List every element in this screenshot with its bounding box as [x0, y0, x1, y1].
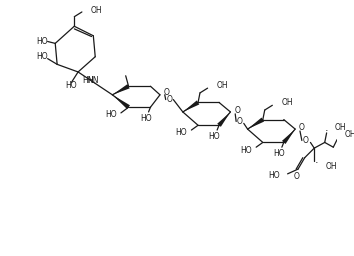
Text: HO: HO	[65, 81, 76, 90]
Text: HO: HO	[240, 146, 251, 155]
Text: HO: HO	[36, 37, 48, 46]
Text: OH: OH	[345, 130, 354, 139]
Text: O: O	[299, 123, 305, 132]
Text: HO: HO	[105, 110, 117, 119]
Text: HN: HN	[87, 76, 99, 85]
Polygon shape	[282, 129, 295, 144]
Polygon shape	[112, 84, 130, 95]
Polygon shape	[247, 118, 264, 129]
Text: ·: ·	[325, 126, 329, 136]
Text: OH: OH	[326, 162, 337, 171]
Polygon shape	[217, 112, 230, 127]
Text: O: O	[237, 117, 243, 126]
Text: O: O	[234, 105, 240, 114]
Text: OH: OH	[282, 98, 293, 107]
Text: O: O	[303, 136, 309, 145]
Text: O: O	[293, 172, 299, 181]
Text: HO: HO	[209, 132, 220, 141]
Text: HO: HO	[268, 171, 280, 180]
Text: HO: HO	[273, 149, 285, 158]
Text: HO: HO	[140, 114, 152, 123]
Text: OH: OH	[334, 123, 346, 132]
Text: HO: HO	[175, 129, 187, 137]
Text: O: O	[167, 95, 172, 104]
Text: HO: HO	[36, 52, 48, 61]
Polygon shape	[183, 100, 199, 112]
Text: OH: OH	[217, 81, 229, 90]
Polygon shape	[112, 95, 130, 109]
Text: HN: HN	[82, 76, 93, 85]
Text: O: O	[164, 88, 170, 98]
Text: ·: ·	[314, 158, 318, 168]
Text: OH: OH	[91, 6, 102, 15]
